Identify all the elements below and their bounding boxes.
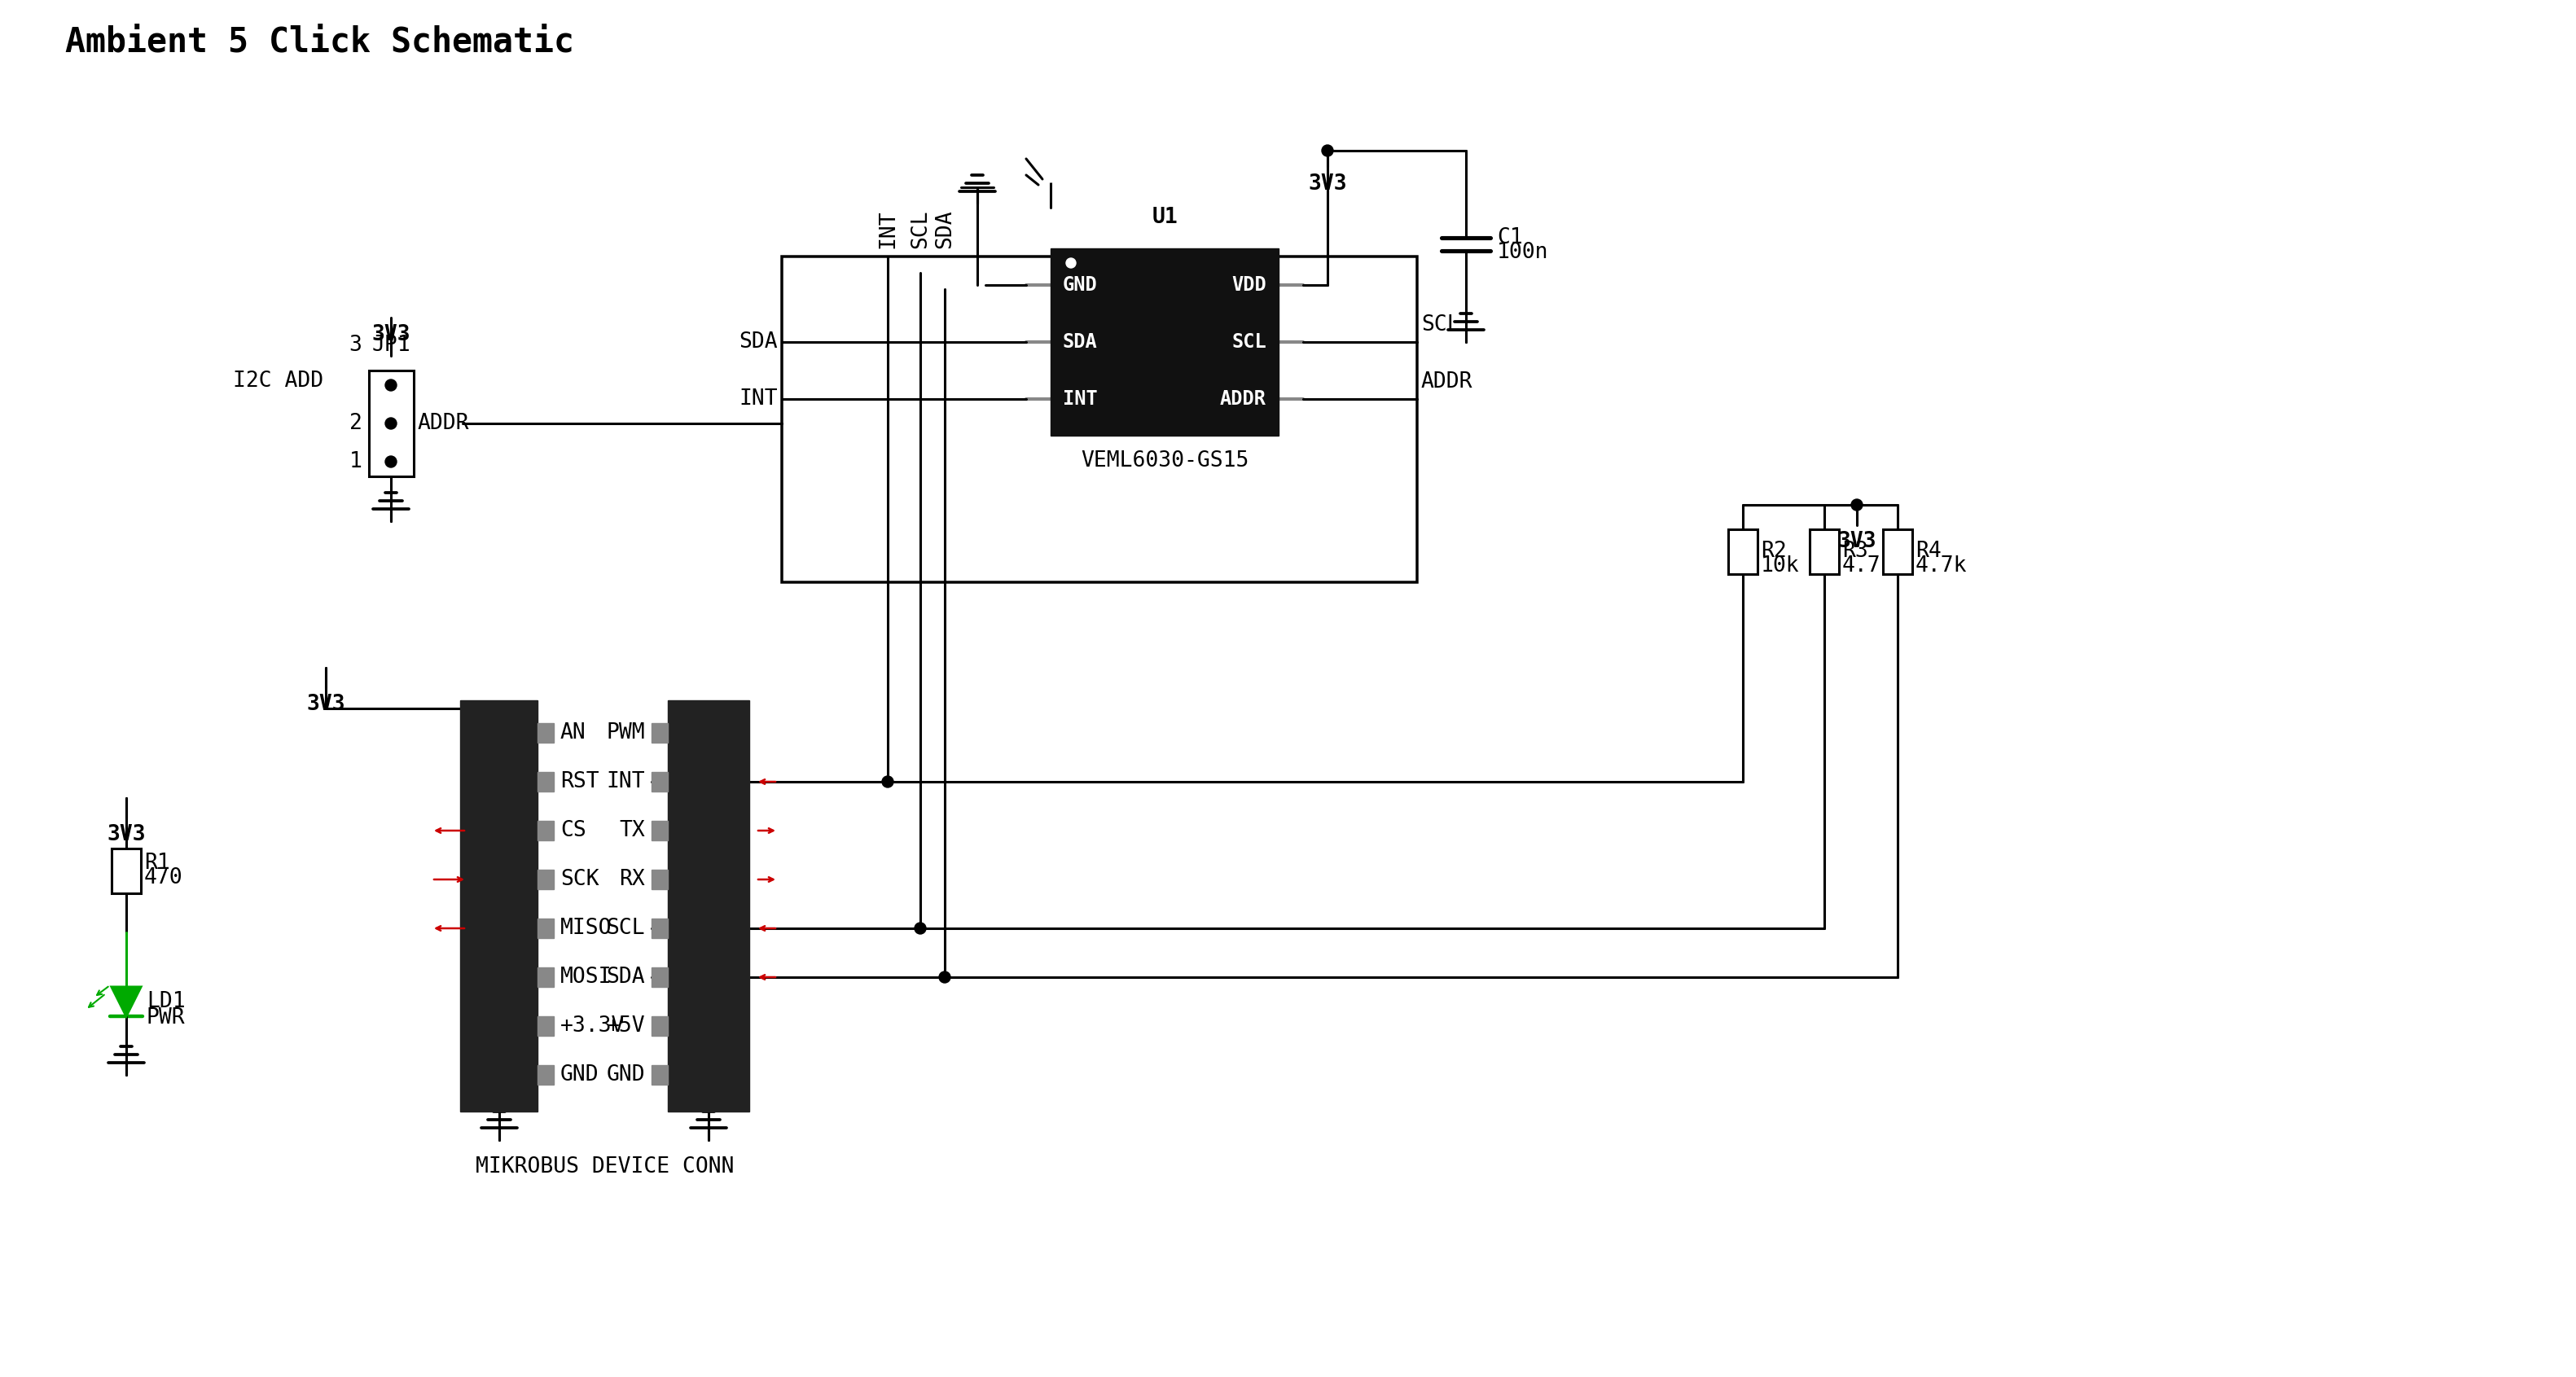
Text: CS: CS [562, 821, 587, 841]
Text: INT: INT [1064, 390, 1097, 409]
Text: RX: RX [618, 869, 644, 890]
Bar [538, 1066, 554, 1085]
Text: Ambient 5 Click Schematic: Ambient 5 Click Schematic [64, 25, 574, 59]
Bar [538, 918, 554, 938]
Bar [652, 821, 667, 840]
Text: SDA: SDA [739, 332, 778, 353]
Text: 3V3: 3V3 [1837, 532, 1875, 552]
Text: SCL: SCL [1231, 332, 1267, 351]
Text: MISO: MISO [562, 917, 613, 939]
Text: 1: 1 [350, 452, 363, 472]
Text: +5V: +5V [605, 1015, 644, 1037]
Bar [652, 1066, 667, 1085]
Text: SDA: SDA [935, 209, 956, 248]
Bar [1728, 529, 1757, 574]
Text: GND: GND [1064, 275, 1097, 295]
Text: PWR: PWR [147, 1008, 185, 1029]
Bar [652, 1016, 667, 1036]
Bar [111, 848, 142, 894]
Text: 3V3: 3V3 [1309, 174, 1347, 194]
Circle shape [881, 777, 894, 788]
Bar [538, 870, 554, 890]
Text: 3: 3 [350, 335, 363, 355]
Circle shape [1066, 257, 1077, 269]
Bar [538, 723, 554, 742]
Text: TX: TX [618, 821, 644, 841]
Text: SCK: SCK [562, 869, 600, 890]
Bar [461, 701, 538, 1111]
Text: SDA: SDA [605, 967, 644, 987]
Text: U1: U1 [1151, 207, 1177, 229]
Text: +3.3V: +3.3V [562, 1015, 626, 1037]
Bar [652, 772, 667, 792]
Text: JP1: JP1 [371, 335, 410, 355]
Bar [652, 870, 667, 890]
Circle shape [914, 923, 925, 934]
Text: 470: 470 [144, 868, 183, 888]
Text: ADDR: ADDR [1221, 390, 1267, 409]
Circle shape [1321, 145, 1334, 157]
Bar [652, 723, 667, 742]
Text: INT: INT [605, 771, 644, 792]
Text: 10k: 10k [1762, 555, 1801, 577]
Bar [538, 1016, 554, 1036]
Text: VDD: VDD [1231, 275, 1267, 295]
Text: AN: AN [562, 723, 587, 744]
Text: R3: R3 [1842, 541, 1868, 562]
Text: I2C ADD: I2C ADD [234, 370, 325, 391]
Text: 4.7k: 4.7k [1917, 555, 1968, 577]
Bar [1883, 529, 1911, 574]
Text: 2: 2 [350, 413, 363, 434]
Bar [667, 701, 750, 1111]
Text: R2: R2 [1762, 541, 1788, 562]
Text: GND: GND [562, 1064, 600, 1085]
Text: 3V3: 3V3 [307, 694, 345, 715]
Polygon shape [111, 987, 142, 1016]
Text: RST: RST [562, 771, 600, 792]
Text: ADDR: ADDR [1422, 372, 1473, 392]
Circle shape [386, 456, 397, 467]
Text: 3V3: 3V3 [371, 324, 410, 346]
Text: ADDR: ADDR [417, 413, 469, 434]
Text: 3V3: 3V3 [106, 823, 147, 845]
Text: SCL: SCL [909, 209, 930, 248]
Text: 4.7k: 4.7k [1842, 555, 1893, 577]
Text: GND: GND [605, 1064, 644, 1085]
Bar [1051, 248, 1278, 435]
Text: MIKROBUS DEVICE CONN: MIKROBUS DEVICE CONN [477, 1157, 734, 1177]
Text: INT: INT [739, 388, 778, 409]
Circle shape [386, 380, 397, 391]
Bar [368, 370, 412, 476]
Bar [652, 968, 667, 987]
Text: SCL: SCL [605, 917, 644, 939]
Bar [538, 968, 554, 987]
Text: MOSI: MOSI [562, 967, 613, 987]
Bar [538, 772, 554, 792]
Text: PWM: PWM [605, 723, 644, 744]
Text: R4: R4 [1917, 541, 1942, 562]
Circle shape [386, 417, 397, 430]
Text: C1: C1 [1497, 227, 1522, 248]
Bar [538, 821, 554, 840]
Text: SDA: SDA [1064, 332, 1097, 351]
Bar [652, 918, 667, 938]
Text: VEML6030-GS15: VEML6030-GS15 [1079, 450, 1249, 471]
Text: SCL: SCL [1422, 314, 1461, 336]
Bar [1808, 529, 1839, 574]
Text: INT: INT [876, 209, 899, 248]
Text: LD1: LD1 [147, 991, 185, 1012]
Text: R1: R1 [144, 852, 170, 874]
Circle shape [940, 971, 951, 983]
Circle shape [1852, 500, 1862, 511]
Text: 100n: 100n [1497, 242, 1548, 263]
